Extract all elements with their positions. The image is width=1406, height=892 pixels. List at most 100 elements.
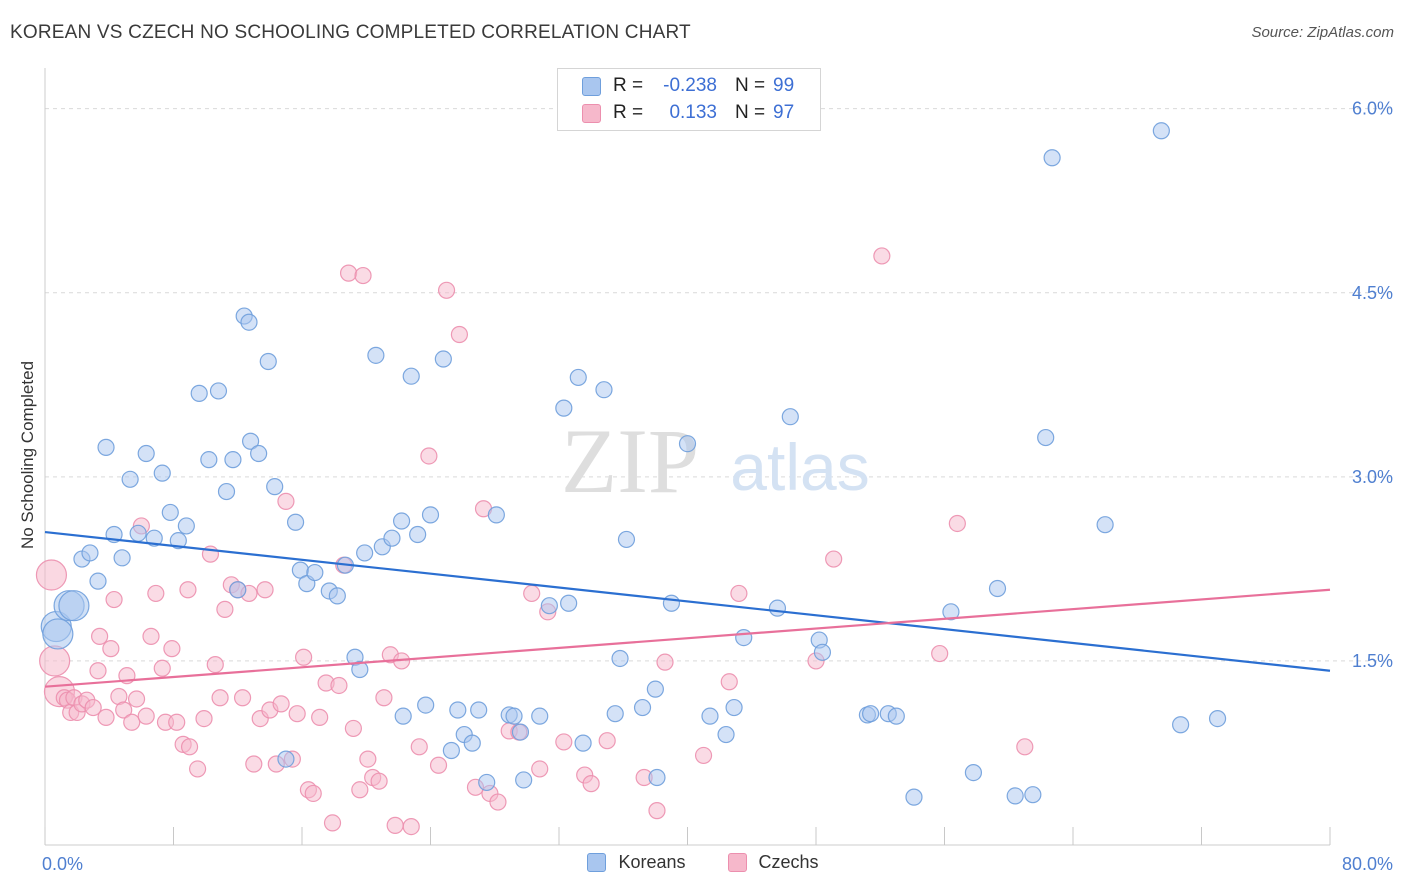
korean-point [717, 725, 735, 744]
legend-r-value: 0.133 [669, 102, 717, 123]
korean-point [478, 773, 496, 792]
korean-point [259, 352, 277, 371]
y-tick-label: 3.0% [1352, 467, 1393, 487]
czech-point [555, 733, 573, 751]
czech-point [873, 247, 891, 265]
legend-label-czechs: Czechs [758, 852, 819, 872]
czech-point [402, 817, 420, 836]
czech-point [180, 738, 199, 756]
czech-point [931, 644, 949, 663]
czech-point [123, 713, 141, 731]
czech-point [370, 772, 388, 790]
czech-point [582, 775, 600, 793]
correlation-legend: R = -0.238 N = 99 R = 0.133 N = 97 [557, 68, 821, 131]
korean-point [224, 451, 242, 469]
korean-point [137, 444, 155, 463]
korean-point [611, 649, 629, 668]
legend-item-czechs: Czechs [727, 852, 819, 873]
korean-point [250, 444, 268, 463]
korean-point [662, 594, 681, 612]
korean-point [678, 435, 697, 453]
korean-point [505, 707, 523, 725]
czech-swatch [727, 853, 747, 872]
korean-points [40, 122, 1227, 806]
korean-point [531, 707, 549, 725]
korean-point [129, 524, 147, 542]
korean-point [89, 572, 107, 590]
legend-row-koreans: R = -0.238 N = 99 [582, 73, 794, 99]
czech-point [91, 627, 109, 645]
czech-point [359, 750, 377, 768]
czech-point [277, 492, 295, 510]
czech-point [115, 701, 133, 719]
korean-point [209, 382, 228, 400]
korean-point [402, 367, 420, 385]
korean-point [942, 603, 960, 621]
korean-point [555, 399, 573, 417]
korean-point [1208, 709, 1227, 728]
korean-point [1096, 516, 1114, 534]
korean-point [351, 660, 369, 679]
czech-point [523, 584, 541, 603]
korean-point [229, 581, 247, 599]
czech-point [216, 600, 234, 618]
legend-n-value: 97 [773, 102, 795, 123]
korean-point [169, 532, 187, 550]
korean-point [58, 590, 90, 622]
czech-point [323, 814, 342, 832]
y-tick-label: 4.5% [1352, 283, 1393, 303]
legend-n-label: N = [735, 75, 766, 96]
korean-point [277, 750, 295, 768]
korean-point [356, 544, 374, 562]
korean-point [409, 525, 427, 544]
czech-point [127, 690, 146, 708]
korean-point [42, 618, 74, 650]
czech-point [330, 676, 348, 695]
korean-point [540, 597, 558, 615]
korean-point [383, 529, 401, 547]
czech-point [339, 264, 358, 282]
legend-row-czechs: R = 0.133 N = 97 [582, 100, 794, 126]
czech-point [256, 581, 274, 599]
korean-point [735, 629, 753, 647]
czech-point [825, 550, 843, 568]
czech-point [730, 584, 748, 603]
czech-point [188, 760, 207, 778]
korean-point [392, 512, 411, 530]
czech-point [163, 640, 181, 658]
czech-point [720, 673, 738, 691]
czech-point [386, 816, 404, 834]
legend-label-koreans: Koreans [618, 852, 686, 872]
czech-point [147, 584, 165, 603]
korean-point [511, 723, 530, 741]
korean-point [617, 530, 636, 549]
chart-title: KOREAN VS CZECH NO SCHOOLING COMPLETED C… [10, 22, 691, 43]
korean-point [121, 470, 139, 488]
czech-point [84, 698, 102, 717]
korean-point [725, 698, 743, 717]
trendlines [44, 530, 1331, 688]
korean-point [240, 313, 258, 331]
korean-point [417, 696, 435, 714]
korean-point [862, 705, 880, 723]
korean-point [394, 707, 412, 725]
czech-point [206, 656, 224, 674]
czech-point [102, 640, 120, 658]
czech-swatch [582, 103, 601, 123]
tick-labels: 1.5% 3.0% 4.5% 6.0% 0.0% 80.0% [42, 99, 1393, 874]
czech-point [694, 746, 713, 765]
czech-point [656, 653, 674, 671]
czech-point [437, 281, 456, 299]
korean-point [266, 478, 284, 496]
korean-point [1024, 786, 1042, 804]
czech-point [598, 732, 616, 750]
korean-point [701, 707, 719, 725]
korean-point [988, 579, 1007, 598]
czech-point [410, 738, 428, 756]
axes [44, 68, 1331, 846]
korean-point [1152, 122, 1170, 140]
y-tick-label: 1.5% [1352, 651, 1393, 671]
korean-point [421, 506, 440, 524]
source-label: Source: ZipAtlas.com [1251, 24, 1394, 41]
